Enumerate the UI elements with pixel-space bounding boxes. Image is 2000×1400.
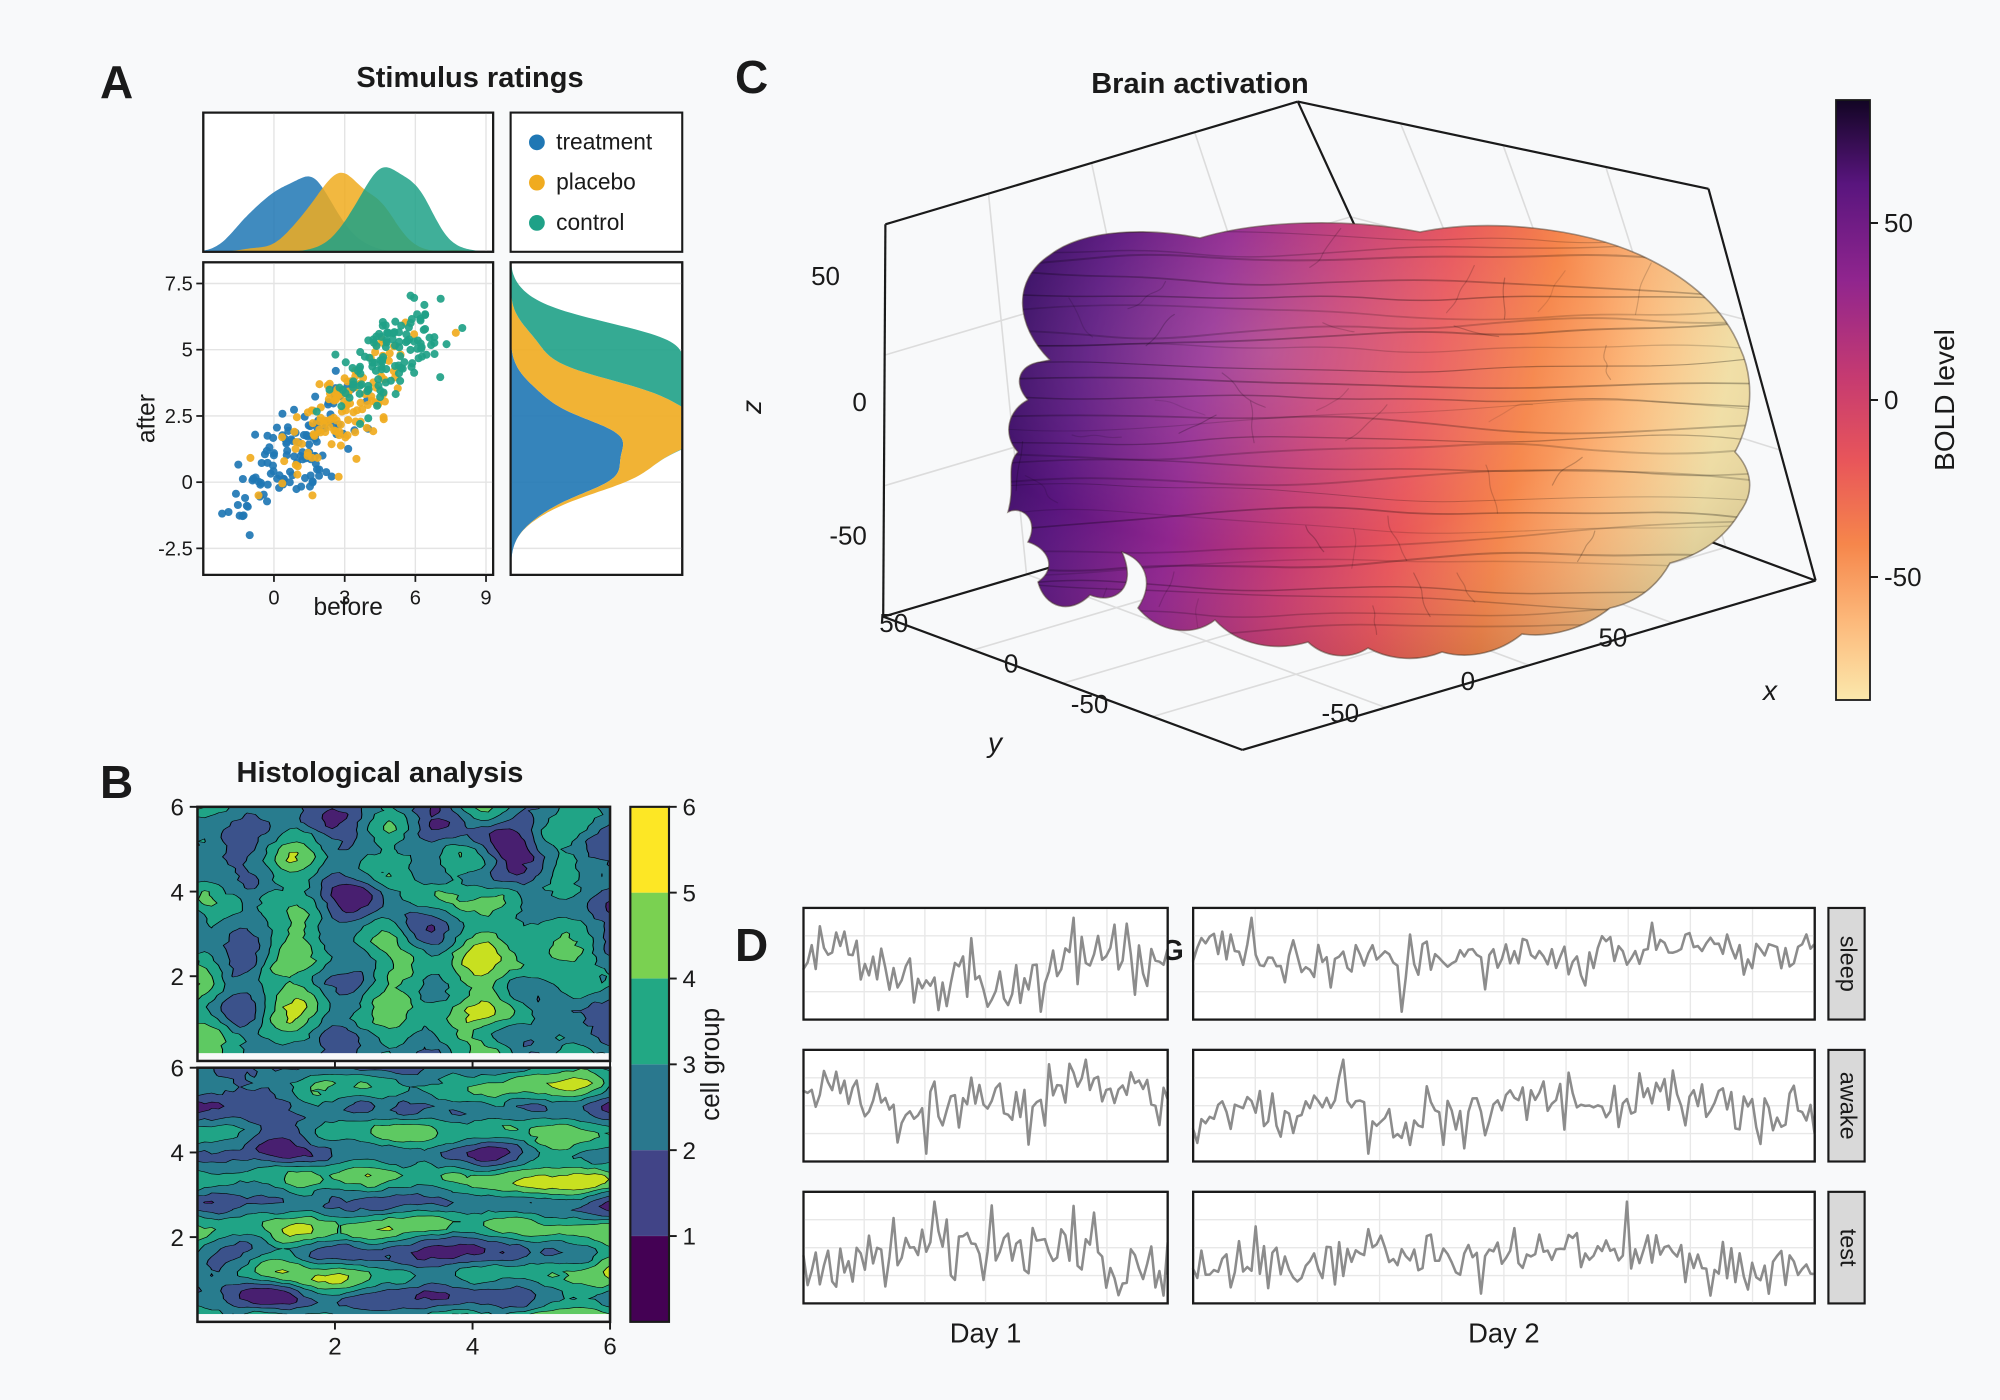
- svg-text:6: 6: [603, 1334, 616, 1361]
- svg-text:4: 4: [170, 1140, 183, 1167]
- svg-text:50: 50: [1598, 622, 1627, 652]
- svg-text:z: z: [736, 400, 767, 415]
- svg-text:y: y: [986, 727, 1004, 758]
- svg-text:-2.5: -2.5: [158, 538, 193, 560]
- svg-text:2: 2: [170, 964, 183, 991]
- svg-text:control: control: [556, 209, 624, 235]
- svg-text:sleep: sleep: [1835, 936, 1861, 992]
- svg-text:4: 4: [683, 966, 696, 993]
- svg-text:-50: -50: [1071, 689, 1109, 719]
- svg-text:2.5: 2.5: [165, 406, 193, 428]
- svg-text:0: 0: [268, 588, 279, 610]
- svg-text:test: test: [1835, 1229, 1861, 1267]
- svg-text:Day 2: Day 2: [1468, 1318, 1540, 1349]
- svg-text:6: 6: [683, 795, 696, 822]
- svg-text:placebo: placebo: [556, 169, 636, 195]
- svg-text:2: 2: [328, 1334, 341, 1361]
- svg-text:0: 0: [1884, 385, 1898, 415]
- svg-text:treatment: treatment: [556, 128, 653, 154]
- svg-text:3: 3: [683, 1052, 696, 1079]
- svg-text:BOLD level: BOLD level: [1929, 329, 1960, 471]
- svg-text:awake: awake: [1835, 1072, 1861, 1140]
- svg-text:5: 5: [182, 340, 193, 362]
- svg-text:5: 5: [683, 880, 696, 907]
- svg-text:Day 1: Day 1: [950, 1318, 1022, 1349]
- svg-text:0: 0: [1461, 666, 1475, 696]
- svg-text:cell group: cell group: [695, 1008, 725, 1121]
- svg-text:50: 50: [1884, 208, 1913, 238]
- svg-text:4: 4: [170, 879, 183, 906]
- svg-text:2: 2: [170, 1225, 183, 1252]
- svg-text:6: 6: [410, 588, 421, 610]
- svg-text:0: 0: [1004, 649, 1018, 679]
- svg-text:0: 0: [182, 472, 193, 494]
- svg-text:-50: -50: [829, 521, 867, 551]
- svg-text:2: 2: [683, 1138, 696, 1165]
- svg-text:50: 50: [879, 608, 908, 638]
- svg-text:6: 6: [170, 795, 183, 822]
- svg-text:9: 9: [480, 588, 491, 610]
- svg-text:0: 0: [852, 387, 866, 417]
- svg-text:after: after: [133, 394, 160, 443]
- svg-text:x: x: [1761, 675, 1778, 706]
- svg-text:before: before: [313, 594, 382, 621]
- svg-text:1: 1: [683, 1224, 696, 1251]
- svg-text:-50: -50: [1322, 698, 1360, 728]
- svg-text:7.5: 7.5: [165, 274, 193, 296]
- svg-text:50: 50: [811, 261, 840, 291]
- svg-text:6: 6: [170, 1055, 183, 1082]
- svg-text:-50: -50: [1884, 562, 1922, 592]
- svg-text:4: 4: [466, 1334, 479, 1361]
